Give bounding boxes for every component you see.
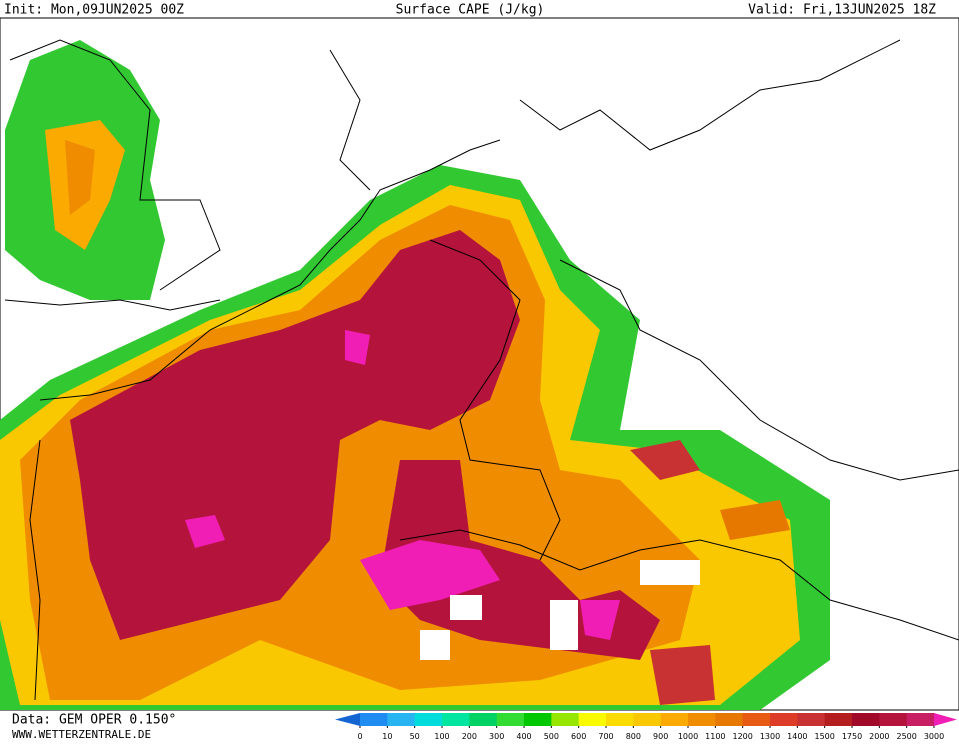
legend-tick-label: 2500 (896, 732, 916, 741)
map (0, 17, 959, 711)
legend-swatch (414, 713, 443, 726)
coastline (29, 439, 41, 701)
legend-swatch (742, 713, 771, 726)
legend-tick-label: 100 (434, 732, 449, 741)
legend-tick-label: 400 (516, 732, 531, 741)
legend-swatch (660, 713, 689, 726)
no-data (640, 560, 700, 585)
cape-field (345, 330, 370, 365)
legend-tick-label: 500 (544, 732, 559, 741)
legend-swatch (852, 713, 880, 726)
cape-field (630, 440, 700, 480)
legend-tick-label: 200 (462, 732, 477, 741)
legend-tick-label: 1300 (760, 732, 780, 741)
no-data (450, 595, 482, 620)
cape-field (650, 645, 715, 705)
cape-field (360, 540, 500, 610)
legend-swatch (879, 713, 908, 726)
cape-field (65, 140, 95, 215)
legend-tick-label: 900 (653, 732, 668, 741)
coastline (39, 139, 501, 401)
legend-swatch (469, 713, 498, 726)
coastline (329, 49, 371, 191)
border (399, 529, 959, 641)
cape-field (185, 515, 225, 548)
legend-swatch (770, 713, 798, 726)
legend-tick-label: 0 (357, 732, 362, 741)
legend-tick-label: 700 (598, 732, 613, 741)
legend-tick-label: 300 (489, 732, 504, 741)
cape-field (720, 500, 790, 540)
legend-tick-label: 1500 (814, 732, 834, 741)
legend-tick-label: 1400 (787, 732, 807, 741)
coastline (519, 39, 901, 151)
legend-tick-label: 600 (571, 732, 586, 741)
legend-swatch (633, 713, 662, 726)
legend-swatch (688, 713, 716, 726)
border (559, 259, 959, 481)
border (429, 239, 561, 561)
legend-swatch (442, 713, 470, 726)
legend-tick-label: 50 (410, 732, 420, 741)
legend-tick-label: 10 (382, 732, 392, 741)
data-source: Data: GEM OPER 0.150° (12, 713, 176, 728)
legend-tick-label: 3000 (924, 732, 944, 741)
legend-swatch (496, 713, 525, 726)
legend-swatch (578, 713, 607, 726)
no-data (550, 600, 578, 650)
legend-swatch (387, 713, 416, 726)
legend-swatch (715, 713, 744, 726)
legend-tick-label: 1000 (678, 732, 698, 741)
cape-field (580, 600, 620, 640)
legend-tick-label: 1750 (842, 732, 862, 741)
legend-arrow (934, 713, 957, 726)
legend-swatch (824, 713, 853, 726)
site: WWW.WETTERZENTRALE.DE (12, 728, 151, 741)
init-time: Init: Mon,09JUN2025 00Z (4, 3, 184, 18)
legend-tick-label: 1100 (705, 732, 725, 741)
color-legend: 0 10 50 100 200 300 400 500 600 700 800 900 1000 1100… (335, 713, 957, 741)
coastline (4, 299, 221, 311)
legend-swatch (524, 713, 552, 726)
map-title: Surface CAPE (J/kg) (396, 3, 545, 18)
legend-tick-label: 2000 (869, 732, 889, 741)
cape-field (70, 230, 520, 640)
legend-swatch (797, 713, 826, 726)
valid-time: Valid: Fri,13JUN2025 18Z (748, 3, 936, 18)
legend-tick-label: 1200 (732, 732, 752, 741)
legend-arrow (335, 713, 360, 726)
legend-swatch (360, 713, 388, 726)
legend-tick-label: 800 (626, 732, 641, 741)
legend-swatch (551, 713, 580, 726)
coastline (9, 39, 221, 291)
legend-swatch (606, 713, 634, 726)
no-data (420, 630, 450, 660)
legend-swatch (906, 713, 935, 726)
